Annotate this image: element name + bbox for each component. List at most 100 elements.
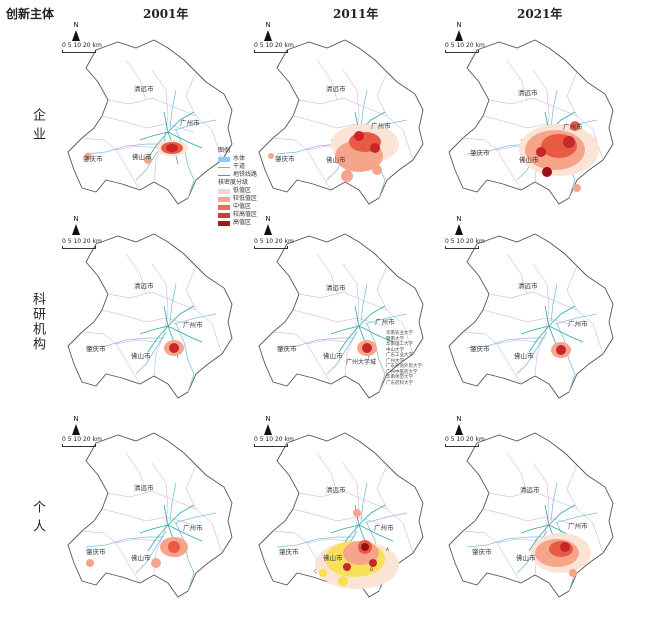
hotspot bbox=[573, 184, 581, 192]
city-label-foshan: 佛山市 bbox=[514, 352, 534, 360]
north-arrow-icon: N bbox=[455, 22, 463, 41]
city-label-guangzhou: 广州市 bbox=[183, 321, 203, 329]
north-arrow-icon: N bbox=[264, 216, 272, 235]
city-label-foshan: 佛山市 bbox=[326, 156, 346, 164]
col-header-2001: 2001年 bbox=[143, 7, 189, 21]
city-label-qingyuan: 清远市 bbox=[326, 85, 346, 93]
hotspot bbox=[370, 143, 380, 153]
hotspot bbox=[569, 569, 577, 577]
hotspot bbox=[361, 543, 369, 551]
city-label-guangzhou: 广州市 bbox=[371, 122, 391, 130]
north-arrow-icon: N bbox=[455, 416, 463, 435]
city-label-guangzhou: 广州市 bbox=[180, 119, 200, 127]
scale-bar: 0 5 10 20 km bbox=[445, 238, 485, 249]
hotspot bbox=[144, 156, 152, 164]
row-label-enterprise: 企业 bbox=[28, 108, 45, 152]
city-label-foshan: 佛山市 bbox=[131, 352, 151, 360]
col-header-2021: 2021年 bbox=[517, 7, 563, 21]
map-legend: 图例 水体 干道 地铁线路 核密度分级 低值区 较低值区 中值区 较高值区 高值… bbox=[218, 147, 257, 227]
institute-label: 广州中医药大学 bbox=[386, 369, 418, 375]
city-label-zhaoqing: 肇庆市 bbox=[86, 548, 106, 556]
institute-label: 广东工业大学 bbox=[386, 353, 413, 358]
city-label-foshan: 佛山市 bbox=[516, 554, 536, 562]
legend-level-high: 高值区 bbox=[218, 219, 257, 227]
institute-label: 广州大学 bbox=[386, 358, 404, 364]
city-label-zhaoqing: 肇庆市 bbox=[86, 345, 106, 353]
hotspot bbox=[151, 558, 161, 568]
institute-callouts: 华南农业大学 暨南大学 华南理工大学 中山大学 广东工业大学 广州大学 广东外语… bbox=[386, 331, 422, 386]
legend-swatch bbox=[218, 204, 230, 210]
hotspot bbox=[563, 136, 575, 148]
hotspot bbox=[341, 170, 353, 182]
row-label-text: 企业 bbox=[30, 108, 45, 146]
hotspot bbox=[168, 541, 180, 553]
city-label-zhaoqing: 肇庆市 bbox=[470, 149, 490, 157]
hotspot bbox=[362, 343, 372, 353]
north-arrow-icon: N bbox=[455, 216, 463, 235]
city-label-zhaoqing: 肇庆市 bbox=[277, 345, 297, 353]
col-header-2011: 2011年 bbox=[333, 7, 379, 21]
city-label-foshan: 佛山市 bbox=[131, 554, 151, 562]
city-label-qingyuan: 清远市 bbox=[134, 484, 154, 492]
city-label-zhaoqing: 肇庆市 bbox=[275, 155, 295, 163]
hotspot bbox=[343, 563, 351, 571]
legend-swatch bbox=[218, 174, 230, 176]
city-label-zhaoqing: 肇庆市 bbox=[470, 345, 490, 353]
hotspot bbox=[542, 167, 552, 177]
city-label-qingyuan: 清远市 bbox=[134, 282, 154, 290]
scale-bar: 0 5 10 20 km bbox=[254, 436, 294, 447]
map-individual-2021 bbox=[437, 413, 633, 609]
hotspot bbox=[338, 576, 348, 586]
legend-level-low: 低值区 bbox=[218, 187, 257, 195]
row-label-text: 科研机构 bbox=[30, 292, 45, 352]
institute-label: 广东外语外贸大学 bbox=[386, 364, 422, 369]
hotspot bbox=[556, 345, 566, 355]
city-label-foshan: 佛山市 bbox=[323, 352, 343, 360]
city-label-qingyuan: 清远市 bbox=[518, 89, 538, 97]
legend-swatch bbox=[218, 196, 230, 202]
institute-label: 华南师范大学 bbox=[386, 375, 413, 380]
scale-bar: 0 5 10 20 km bbox=[254, 238, 294, 249]
city-label-qingyuan: 清远市 bbox=[518, 282, 538, 290]
scale-bar: 0 5 10 20 km bbox=[254, 42, 294, 53]
scale-bar: 0 5 10 20 km bbox=[62, 436, 102, 447]
legend-swatch bbox=[218, 212, 230, 218]
individual-tag: C bbox=[314, 570, 318, 575]
legend-swatch bbox=[218, 166, 230, 168]
institute-label: 中山大学 bbox=[386, 347, 404, 353]
map-individual-2001 bbox=[56, 413, 252, 609]
scale-bar: 0 5 10 20 km bbox=[445, 42, 485, 53]
hotspot bbox=[354, 131, 364, 141]
institute-label: 广东药科大学 bbox=[386, 380, 413, 386]
hotspot bbox=[372, 165, 382, 175]
city-label-qingyuan: 清远市 bbox=[520, 486, 540, 494]
institute-label: 暨南大学 bbox=[386, 336, 404, 342]
map-research-2011 bbox=[247, 214, 443, 410]
north-arrow-icon: N bbox=[72, 22, 80, 41]
hotspot bbox=[570, 121, 580, 131]
city-label-guangzhou: 广州市 bbox=[374, 524, 394, 532]
map-individual-2011 bbox=[247, 413, 443, 609]
individual-tag: A bbox=[386, 548, 390, 553]
institute-label: 华南农业大学 bbox=[386, 331, 413, 336]
hotspot bbox=[536, 147, 546, 157]
row-label-research: 科研机构 bbox=[28, 292, 45, 358]
city-label-guangzhou: 广州市 bbox=[568, 522, 588, 530]
hotspot bbox=[166, 144, 178, 152]
legend-level-higher: 较高值区 bbox=[218, 211, 257, 219]
institute-label: 华南理工大学 bbox=[386, 342, 413, 347]
city-label-zhaoqing: 肇庆市 bbox=[279, 548, 299, 556]
city-label-zhaoqing: 肇庆市 bbox=[83, 155, 103, 163]
scale-bar: 0 5 10 20 km bbox=[445, 436, 485, 447]
city-label-foshan: 佛山市 bbox=[323, 554, 343, 562]
legend-item-metro: 地铁线路 bbox=[218, 171, 257, 179]
city-label-foshan: 佛山市 bbox=[519, 156, 539, 164]
row-label-text: 个人 bbox=[30, 500, 45, 538]
hotspot bbox=[169, 343, 179, 353]
hotspot bbox=[268, 153, 274, 159]
map-enterprise-2011 bbox=[247, 20, 443, 216]
north-arrow-icon: N bbox=[72, 216, 80, 235]
legend-item-road: 干道 bbox=[218, 163, 257, 171]
hotspot bbox=[353, 509, 361, 517]
north-arrow-icon: N bbox=[72, 416, 80, 435]
